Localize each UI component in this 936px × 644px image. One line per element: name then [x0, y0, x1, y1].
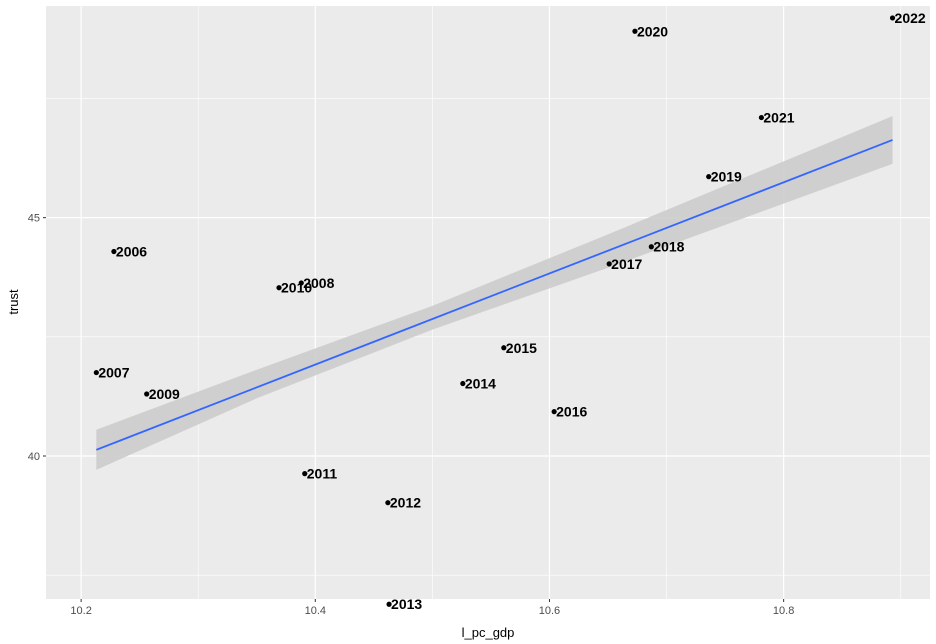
data-label-2018: 2018 [653, 239, 684, 255]
fit-line-layer [96, 139, 893, 451]
point-labels-layer: 2006 2007 2008 2009 2010 2011 2012 2013 2014 2015… [98, 10, 926, 612]
y-axis-ticks: 40 45 [28, 213, 46, 463]
data-point-2009 [144, 391, 150, 397]
confidence-band-layer [96, 116, 893, 470]
data-point-2022 [889, 15, 896, 21]
data-point-2014 [460, 380, 466, 387]
y-tick-label: 40 [28, 451, 40, 463]
data-point-2015 [501, 345, 507, 351]
data-label-2012: 2012 [390, 495, 421, 511]
data-label-2007: 2007 [98, 365, 129, 381]
major-gridlines [46, 6, 930, 599]
data-label-2022: 2022 [895, 10, 926, 26]
data-label-2021: 2021 [763, 110, 794, 126]
y-tick-label: 45 [28, 213, 40, 225]
confidence-band [96, 116, 893, 470]
x-tick-label: 10.2 [70, 605, 91, 617]
data-label-2020: 2020 [637, 23, 668, 39]
x-tick-label: 10.8 [773, 605, 794, 617]
x-tick-label: 10.6 [539, 605, 560, 617]
x-axis-ticks: 10.2 10.4 10.6 10.8 [70, 599, 794, 617]
data-label-2017: 2017 [611, 256, 642, 272]
data-label-2019: 2019 [711, 169, 742, 185]
y-axis-title: trust [6, 289, 21, 315]
data-point-2008 [298, 280, 304, 286]
data-label-2013: 2013 [391, 596, 422, 612]
data-point-2012 [385, 500, 391, 506]
x-tick-label: 10.4 [305, 605, 326, 617]
data-point-2020 [632, 28, 638, 34]
data-label-2006: 2006 [116, 243, 147, 259]
data-point-2010 [276, 285, 282, 291]
data-point-2021 [758, 114, 764, 121]
data-point-2018 [648, 244, 654, 250]
data-label-2011: 2011 [307, 466, 338, 482]
data-point-2019 [706, 174, 712, 180]
data-point-2016 [551, 409, 557, 415]
data-label-2016: 2016 [556, 404, 587, 420]
data-label-2014: 2014 [465, 376, 496, 392]
minor-gridlines [46, 6, 930, 599]
data-label-2015: 2015 [506, 340, 537, 356]
data-point-2011 [302, 471, 308, 477]
data-point-2006 [111, 248, 117, 255]
data-point-2017 [606, 261, 612, 267]
points-layer [93, 15, 896, 607]
x-axis-title: l_pc_gdp [462, 625, 515, 640]
data-point-2013 [386, 601, 392, 607]
data-label-2010: 2010 [281, 280, 312, 296]
data-label-2009: 2009 [149, 386, 180, 402]
data-label-2008: 2008 [303, 275, 334, 291]
regression-line [96, 139, 893, 451]
data-point-2007 [93, 369, 99, 376]
